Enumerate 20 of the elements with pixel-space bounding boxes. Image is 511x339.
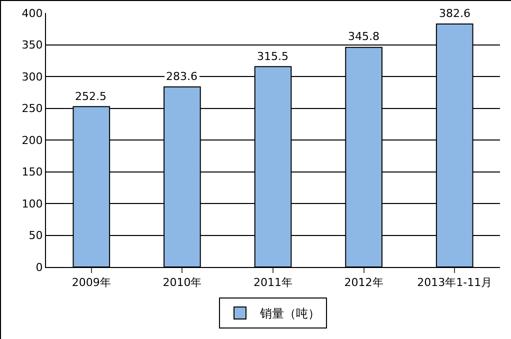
x-tick-label: 2013年1-11月 (417, 276, 492, 290)
data-label: 345.8 (348, 30, 380, 43)
y-tick-label: 200 (22, 134, 43, 147)
data-label: 283.6 (166, 70, 198, 83)
y-tick-label: 350 (22, 38, 43, 52)
x-tick-label: 2009年 (72, 276, 111, 290)
y-tick-label: 250 (22, 102, 43, 116)
data-label: 382.6 (439, 7, 470, 20)
y-tick-label: 300 (22, 70, 43, 84)
y-tick-label: 0 (36, 260, 43, 274)
x-tick-label: 2012年 (344, 276, 384, 290)
y-tick-label: 400 (22, 6, 43, 20)
data-label: 315.5 (257, 50, 288, 63)
data-label: 252.5 (75, 90, 106, 103)
x-tick-label: 2011年 (254, 276, 292, 290)
legend-label: 销量（吨） (259, 306, 320, 321)
x-tick-label: 2010年 (162, 276, 202, 290)
y-tick-label: 100 (22, 197, 43, 210)
y-tick-label: 150 (22, 166, 43, 179)
y-tick-label: 50 (28, 229, 43, 242)
